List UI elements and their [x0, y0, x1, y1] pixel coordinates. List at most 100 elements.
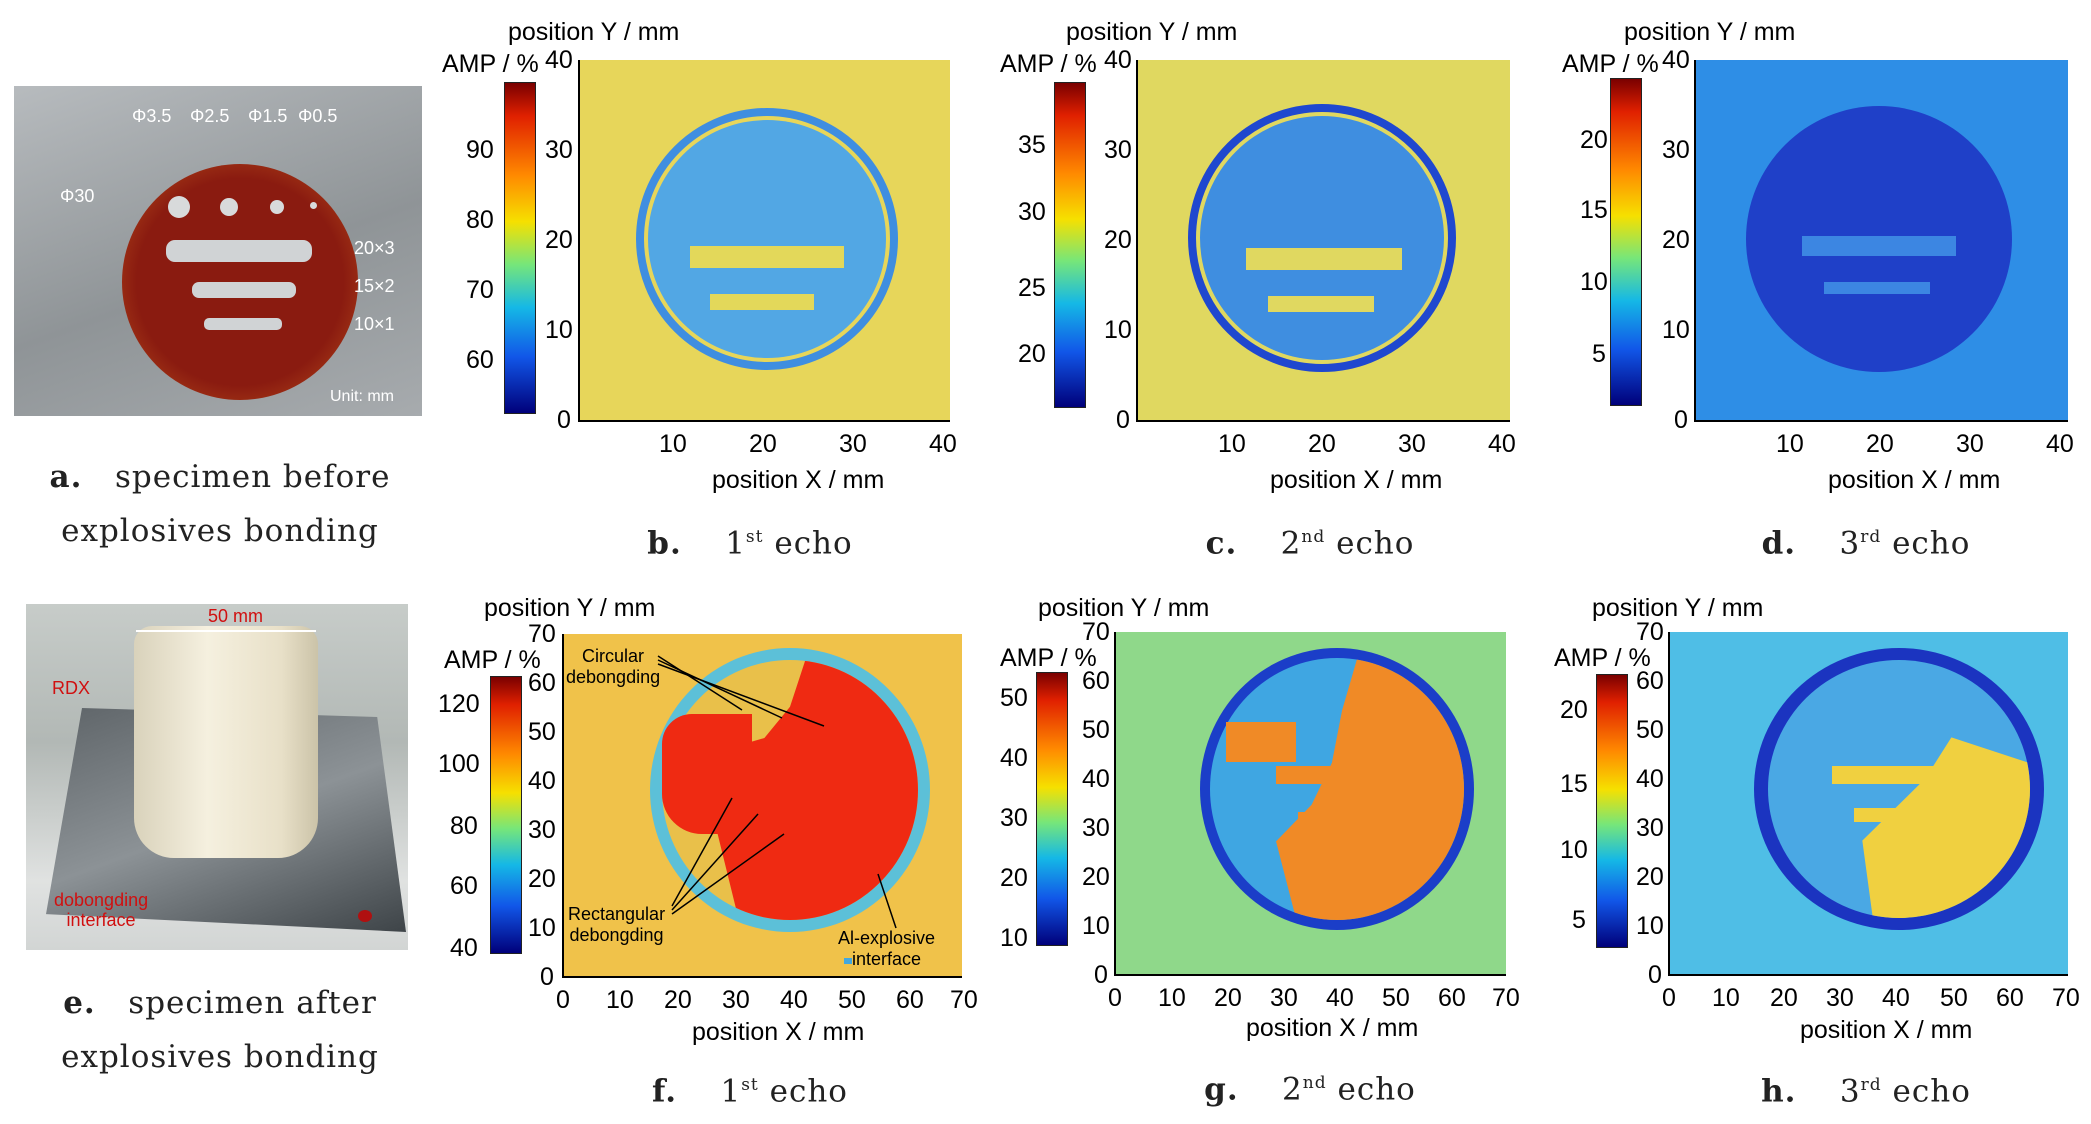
c-slot1 [1246, 248, 1402, 270]
g-y-tick: 10 [1082, 912, 1110, 940]
caption-e: e. specimen after explosives bonding [0, 976, 440, 1084]
caption-c-letter: c. [1205, 525, 1238, 562]
f-y-tick: 50 [528, 718, 556, 746]
b-x-tick: 30 [839, 430, 867, 458]
g-y-tick: 0 [1094, 961, 1108, 989]
caption-d-letter: d. [1761, 525, 1797, 562]
b-scan-map [578, 60, 950, 422]
h-x-tick: 70 [2052, 984, 2080, 1012]
g-x-tick: 10 [1158, 984, 1186, 1012]
g-x-axis-label: position X / mm [1246, 1014, 1419, 1042]
rdx-label: RDX [52, 678, 91, 698]
c-disc [1200, 116, 1444, 360]
interface-label-l2: interface [66, 910, 136, 930]
caption-d: d. 3rd echo [1676, 510, 2056, 570]
f-ann-rect-l1: Rectangular [568, 904, 666, 924]
f-cb-tick: 80 [450, 812, 478, 840]
f-y-tick: 30 [528, 816, 556, 844]
f-amp-label: AMP / % [444, 646, 541, 674]
b-cb-tick: 80 [466, 206, 494, 234]
caption-a: a. specimen before explosives bonding [0, 450, 440, 558]
b-amp-label: AMP / % [442, 50, 539, 78]
caption-c-word: echo [1336, 525, 1415, 562]
h-y-tick: 0 [1648, 961, 1662, 989]
c-cb-tick: 35 [1018, 131, 1046, 159]
h-y-tick: 40 [1636, 765, 1664, 793]
h-colorbar [1596, 674, 1628, 948]
g-cb-tick: 50 [1000, 684, 1028, 712]
g-amp-label: AMP / % [1000, 644, 1097, 672]
g-x-tick: 40 [1326, 984, 1354, 1012]
g-scan-map [1114, 632, 1506, 976]
d-y-tick: 40 [1662, 46, 1690, 74]
g-y-axis-label: position Y / mm [1038, 594, 1210, 622]
h-x-tick: 10 [1712, 984, 1740, 1012]
f-cb-tick: 100 [438, 750, 480, 778]
f-x-tick: 30 [722, 986, 750, 1014]
f-ann-circular-l2: debongding [566, 667, 661, 687]
c-y-tick: 20 [1104, 226, 1132, 254]
b-cb-tick: 90 [466, 136, 494, 164]
caption-f: f. 1st echo [560, 1058, 940, 1118]
b-y-tick: 20 [545, 226, 573, 254]
label-15x2: 15×2 [354, 276, 395, 296]
c-axes-frame [1136, 60, 1510, 422]
b-y-tick: 10 [545, 316, 573, 344]
caption-h: h. 3rd echo [1676, 1058, 2056, 1118]
rdx-cylinder [134, 626, 318, 858]
caption-a-line2: explosives bonding [61, 513, 379, 549]
g-cb-tick: 30 [1000, 804, 1028, 832]
f-scan-map [562, 634, 962, 978]
slot-20x3 [166, 240, 312, 262]
h-x-tick: 20 [1770, 984, 1798, 1012]
b-disc [648, 120, 886, 358]
h-y-tick: 60 [1636, 667, 1664, 695]
b-slot1 [690, 246, 844, 268]
caption-b: b. 1st echo [560, 510, 940, 570]
hole-35 [168, 196, 190, 218]
h-slot1 [1832, 766, 1988, 784]
f-interface-dot [844, 958, 852, 964]
f-y-tick: 70 [528, 620, 556, 648]
f-annotation-arrows [657, 655, 897, 929]
f-x-tick: 60 [896, 986, 924, 1014]
d-cb-tick: 10 [1580, 268, 1608, 296]
f-y-axis-label: position Y / mm [484, 594, 656, 622]
caption-e-line1: specimen after [128, 985, 377, 1021]
c-slot2 [1268, 296, 1374, 312]
b-x-tick: 10 [659, 430, 687, 458]
f-y-tick: 10 [528, 914, 556, 942]
caption-a-letter: a. [49, 459, 83, 495]
d-x-tick: 20 [1866, 430, 1894, 458]
d-x-tick: 30 [1956, 430, 1984, 458]
d-scan-map [1694, 60, 2068, 422]
d-x-tick: 10 [1776, 430, 1804, 458]
d-cb-tick: 15 [1580, 196, 1608, 224]
caption-c-sup: nd [1301, 527, 1326, 547]
f-ann-al: Al-explosive interface [838, 928, 935, 970]
c-amp-label: AMP / % [1000, 50, 1097, 78]
caption-a-line1: specimen before [115, 459, 391, 495]
caption-f-letter: f. [652, 1073, 678, 1110]
h-x-tick: 30 [1826, 984, 1854, 1012]
caption-h-num: 3 [1839, 1073, 1861, 1110]
slot-10x1 [204, 318, 282, 330]
specimen-before-photo: Φ3.5 Φ2.5 Φ1.5 Φ0.5 Φ30 20×3 15×2 10×1 U… [14, 86, 422, 416]
h-cb-tick: 20 [1560, 696, 1588, 724]
caption-f-word: echo [769, 1073, 848, 1110]
h-cb-tick: 10 [1560, 836, 1588, 864]
b-y-tick: 0 [557, 406, 571, 434]
d-y-tick: 0 [1674, 406, 1688, 434]
label-d05: Φ0.5 [298, 106, 338, 126]
caption-d-word: echo [1892, 525, 1971, 562]
c-x-axis-label: position X / mm [1270, 466, 1443, 494]
f-cb-tick: 60 [450, 872, 478, 900]
caption-b-letter: b. [647, 525, 682, 562]
g-x-tick: 50 [1382, 984, 1410, 1012]
caption-e-line2: explosives bonding [61, 1039, 379, 1075]
f-ann-circular-l1: Circular [582, 646, 645, 666]
f-slot1 [728, 764, 888, 782]
caption-b-num: 1 [725, 525, 746, 562]
g-cb-tick: 20 [1000, 864, 1028, 892]
g-x-tick: 30 [1270, 984, 1298, 1012]
